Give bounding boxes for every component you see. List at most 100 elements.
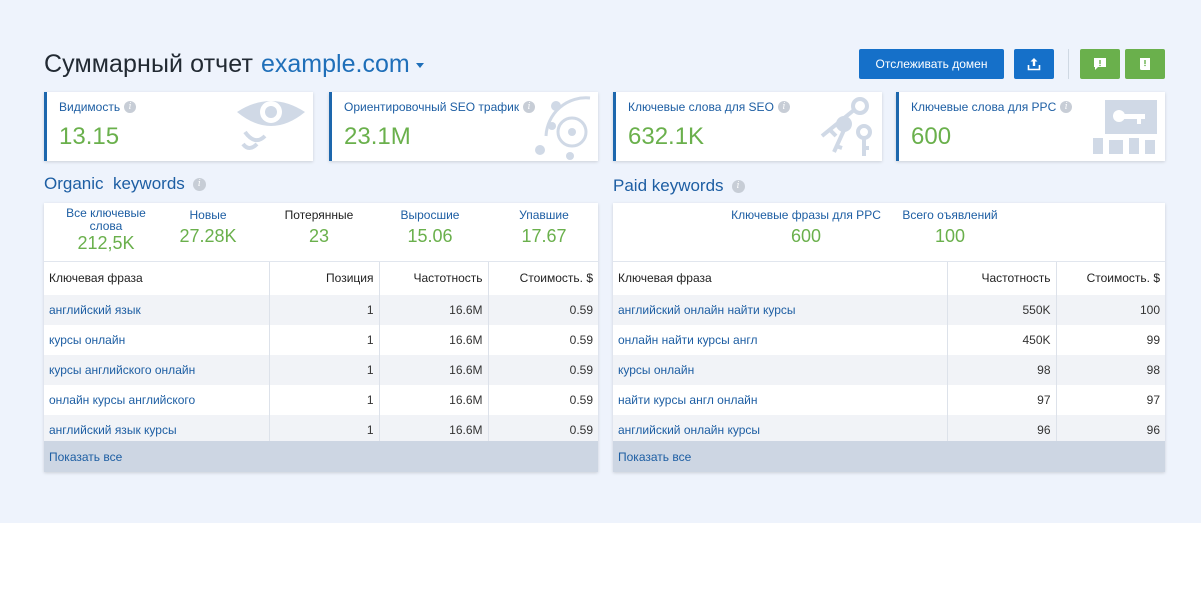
paid-keywords-widget: Ключевые фразы для PPC 600 Всего оъявлен… <box>613 203 1165 472</box>
metric-card-visibility[interactable]: Видимость i 13.15 <box>44 92 313 161</box>
metric-card-seo-keywords[interactable]: Ключевые слова для SEO i 632.1K <box>613 92 882 161</box>
keyword-link[interactable]: английский онлайн найти курсы <box>613 294 947 325</box>
keyword-link[interactable]: английский язык курсы <box>44 414 269 445</box>
keyword-link[interactable]: онлайн курсы английского <box>44 384 269 415</box>
track-domain-button[interactable]: Отслеживать домен <box>859 49 1004 79</box>
metric-value: 632.1K <box>628 123 705 150</box>
eye-icon <box>237 101 305 150</box>
cpc-cell: 0.59 <box>487 354 598 385</box>
keyword-link[interactable]: найти курсы англ онлайн <box>613 384 947 415</box>
export-button[interactable] <box>1014 49 1054 79</box>
page-header: Суммарный отчет example.com <box>44 50 424 82</box>
cpc-cell: 0.59 <box>487 324 598 355</box>
keyword-link[interactable]: курсы онлайн <box>613 354 947 385</box>
metric-label-text: Ориентировочный SEO трафик <box>344 100 520 114</box>
metric-label-text: Ключевые слова для SEO <box>628 100 774 114</box>
summary-declined[interactable]: Упавшие 17.67 <box>500 209 588 247</box>
summary-lost[interactable]: Потерянные 23 <box>274 209 364 247</box>
table-row: онлайн найти курсы англ 450K 99 <box>613 324 1165 355</box>
volume-cell: 97 <box>946 384 1056 415</box>
summary-label: Выросшие <box>400 208 460 222</box>
cpc-cell: 97 <box>1055 384 1165 415</box>
summary-value: 27.28K <box>179 226 237 246</box>
paid-show-all-link[interactable]: Показать все <box>613 441 1165 472</box>
keyword-link[interactable]: онлайн найти курсы англ <box>613 324 947 355</box>
summary-value: 15.06 <box>407 226 453 246</box>
table-row: онлайн курсы английского 1 16.6M 0.59 <box>44 384 598 415</box>
volume-cell: 96 <box>946 414 1056 445</box>
summary-ppc-keywords[interactable]: Ключевые фразы для PPC 600 <box>725 209 887 247</box>
volume-cell: 16.6M <box>378 414 488 445</box>
table-row: курсы английского онлайн 1 16.6M 0.59 <box>44 354 598 385</box>
volume-cell: 16.6M <box>378 384 488 415</box>
summary-label: Потерянные <box>284 208 354 222</box>
chevron-down-icon[interactable] <box>415 63 424 68</box>
page-title: Суммарный отчет <box>44 50 253 78</box>
keyword-link[interactable]: курсы онлайн <box>44 324 269 355</box>
info-icon[interactable]: i <box>777 101 790 113</box>
column-header-cpc[interactable]: Стоимость. $ <box>1055 261 1165 295</box>
metric-card-seo-traffic[interactable]: Ориентировочный SEO трафик i 23.1M <box>329 92 598 161</box>
info-icon[interactable]: i <box>192 177 206 191</box>
alert-icon <box>1094 58 1106 70</box>
info-icon[interactable]: i <box>523 101 536 113</box>
info-icon[interactable]: i <box>1060 101 1073 113</box>
paid-keywords-title: Paid keywords <box>613 176 724 195</box>
table-row: курсы онлайн 98 98 <box>613 354 1165 385</box>
column-header-keyword[interactable]: Ключевая фраза <box>44 261 269 295</box>
volume-cell: 16.6M <box>378 324 488 355</box>
metric-value: 600 <box>911 123 952 150</box>
position-cell: 1 <box>268 414 379 445</box>
domain-selector[interactable]: example.com <box>261 50 410 78</box>
column-header-volume[interactable]: Частотность <box>946 261 1056 295</box>
table-header-row: Ключевая фраза Позиция Частотность Стоим… <box>44 261 598 295</box>
export-icon <box>1027 58 1041 71</box>
cpc-cell: 99 <box>1055 324 1165 355</box>
book-icon <box>1140 58 1150 70</box>
position-cell: 1 <box>268 354 379 385</box>
summary-report-panel: Суммарный отчет example.com Отслеживать … <box>0 0 1201 523</box>
keyword-link[interactable]: английский онлайн курсы <box>613 414 947 445</box>
position-cell: 1 <box>268 294 379 325</box>
volume-cell: 450K <box>946 324 1056 355</box>
metric-label: Видимость i <box>59 100 137 114</box>
toolbar-divider <box>1068 49 1069 79</box>
table-row: английский язык курсы 1 16.6M 0.59 <box>44 414 598 445</box>
column-header-keyword[interactable]: Ключевая фраза <box>613 261 947 295</box>
keyword-link[interactable]: английский язык <box>44 294 269 325</box>
position-cell: 1 <box>268 324 379 355</box>
metric-label: Ориентировочный SEO трафик i <box>344 100 536 114</box>
summary-all-keywords[interactable]: Все ключевые слова 212,5K <box>52 207 160 254</box>
summary-label: Упавшие <box>519 208 569 222</box>
metric-label: Ключевые слова для PPC i <box>911 100 1073 114</box>
table-row: английский язык 1 16.6M 0.59 <box>44 294 598 325</box>
paid-summary: Ключевые фразы для PPC 600 Всего оъявлен… <box>613 203 1165 261</box>
metric-label-text: Видимость <box>59 100 121 114</box>
organic-show-all-link[interactable]: Показать все <box>44 441 598 472</box>
organic-keywords-heading: Organic keywords i <box>44 174 206 194</box>
info-icon[interactable]: i <box>731 179 745 193</box>
paid-keywords-table: Ключевая фраза Частотность Стоимость. $ … <box>613 261 1165 445</box>
summary-label: Всего оъявлений <box>902 208 998 222</box>
summary-value: 100 <box>934 226 966 246</box>
column-header-position[interactable]: Позиция <box>268 261 379 295</box>
feedback-button[interactable] <box>1080 49 1120 79</box>
ppc-icon <box>1093 100 1157 154</box>
summary-label: Новые <box>189 208 227 222</box>
summary-improved[interactable]: Выросшие 15.06 <box>386 209 474 247</box>
volume-cell: 16.6M <box>378 354 488 385</box>
table-row: английский онлайн найти курсы 550K 100 <box>613 294 1165 325</box>
paid-keywords-heading: Paid keywords i <box>613 176 745 196</box>
keyword-link[interactable]: курсы английского онлайн <box>44 354 269 385</box>
summary-total-ads[interactable]: Всего оъявлений 100 <box>897 209 1003 247</box>
metric-card-ppc-keywords[interactable]: Ключевые слова для PPC i 600 <box>896 92 1165 161</box>
column-header-volume[interactable]: Частотность <box>378 261 488 295</box>
position-cell: 1 <box>268 384 379 415</box>
info-icon[interactable]: i <box>124 101 137 113</box>
organic-summary: Все ключевые слова 212,5K Новые 27.28K П… <box>44 203 598 261</box>
summary-new[interactable]: Новые 27.28K <box>168 209 248 247</box>
help-button[interactable] <box>1125 49 1165 79</box>
table-row: найти курсы англ онлайн 97 97 <box>613 384 1165 415</box>
column-header-cpc[interactable]: Стоимость. $ <box>487 261 598 295</box>
cpc-cell: 98 <box>1055 354 1165 385</box>
